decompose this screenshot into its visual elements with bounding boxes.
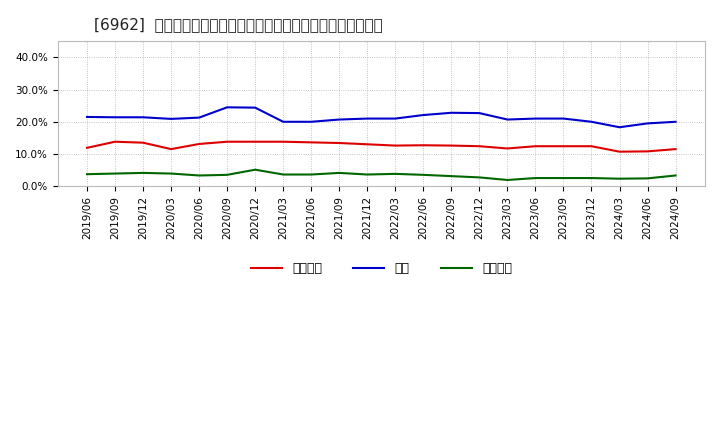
在庫 xyxy=(615,125,624,130)
売上債権 xyxy=(643,149,652,154)
売上債権 xyxy=(111,139,120,144)
買入債務 xyxy=(559,176,568,181)
買入債務 xyxy=(531,176,540,181)
買入債務 xyxy=(588,176,596,181)
在庫 xyxy=(559,116,568,121)
在庫 xyxy=(447,110,456,115)
買入債務 xyxy=(447,173,456,179)
在庫 xyxy=(139,115,148,120)
買入債務 xyxy=(222,172,231,177)
在庫 xyxy=(391,116,400,121)
買入債務 xyxy=(503,177,512,183)
売上債権 xyxy=(615,149,624,154)
在庫 xyxy=(167,116,176,121)
在庫 xyxy=(335,117,343,122)
売上債権 xyxy=(139,140,148,145)
買入債務 xyxy=(83,172,91,177)
売上債権 xyxy=(83,145,91,150)
売上債権 xyxy=(335,140,343,146)
売上債権 xyxy=(475,143,484,149)
売上債権 xyxy=(251,139,259,144)
売上債権 xyxy=(588,143,596,149)
在庫 xyxy=(475,110,484,116)
在庫 xyxy=(503,117,512,122)
在庫 xyxy=(222,105,231,110)
売上債権 xyxy=(167,147,176,152)
在庫 xyxy=(111,115,120,120)
Text: [6962]  売上債権、在庫、買入債務の総資産に対する比率の推移: [6962] 売上債権、在庫、買入債務の総資産に対する比率の推移 xyxy=(94,18,382,33)
買入債務 xyxy=(167,171,176,176)
買入債務 xyxy=(111,171,120,176)
売上債権 xyxy=(447,143,456,148)
在庫 xyxy=(671,119,680,125)
在庫 xyxy=(363,116,372,121)
買入債務 xyxy=(363,172,372,177)
買入債務 xyxy=(139,170,148,176)
Legend: 売上債権, 在庫, 買入債務: 売上債権, 在庫, 買入債務 xyxy=(246,257,517,280)
売上債権 xyxy=(195,141,204,147)
買入債務 xyxy=(475,175,484,180)
在庫 xyxy=(531,116,540,121)
売上債権 xyxy=(419,143,428,148)
売上債権 xyxy=(279,139,287,144)
買入債務 xyxy=(643,176,652,181)
売上債権 xyxy=(531,143,540,149)
在庫 xyxy=(279,119,287,125)
Line: 売上債権: 売上債権 xyxy=(87,142,675,152)
買入債務 xyxy=(419,172,428,177)
買入債務 xyxy=(279,172,287,177)
売上債権 xyxy=(559,143,568,149)
Line: 買入債務: 買入債務 xyxy=(87,170,675,180)
売上債権 xyxy=(503,146,512,151)
在庫 xyxy=(195,115,204,120)
売上債権 xyxy=(671,147,680,152)
Line: 在庫: 在庫 xyxy=(87,107,675,127)
在庫 xyxy=(588,119,596,125)
売上債権 xyxy=(307,140,315,145)
在庫 xyxy=(307,119,315,125)
買入債務 xyxy=(195,173,204,178)
買入債務 xyxy=(307,172,315,177)
買入債務 xyxy=(615,176,624,181)
買入債務 xyxy=(391,171,400,176)
在庫 xyxy=(643,121,652,126)
売上債権 xyxy=(391,143,400,148)
在庫 xyxy=(83,114,91,120)
売上債権 xyxy=(222,139,231,144)
在庫 xyxy=(419,112,428,117)
売上債権 xyxy=(363,142,372,147)
買入債務 xyxy=(335,170,343,176)
買入債務 xyxy=(251,167,259,172)
買入債務 xyxy=(671,173,680,178)
在庫 xyxy=(251,105,259,110)
